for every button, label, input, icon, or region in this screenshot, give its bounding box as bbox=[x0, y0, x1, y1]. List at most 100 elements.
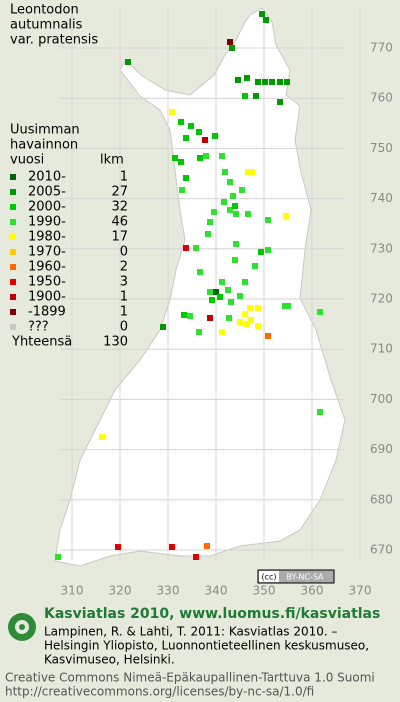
occurrence-square bbox=[242, 311, 248, 317]
occurrence-square bbox=[169, 544, 175, 550]
y-grid-label: 710 bbox=[370, 342, 393, 356]
x-grid-label: 310 bbox=[61, 584, 84, 598]
occurrence-square bbox=[226, 315, 232, 321]
occurrence-square bbox=[193, 245, 199, 251]
occurrence-square bbox=[219, 153, 225, 159]
occurrence-square bbox=[232, 203, 238, 209]
occurrence-square bbox=[253, 93, 259, 99]
occurrence-square bbox=[235, 77, 241, 83]
legend-year: 2010- bbox=[28, 170, 66, 185]
occurrence-square bbox=[244, 321, 250, 327]
occurrence-square bbox=[233, 241, 239, 247]
occurrence-square bbox=[183, 245, 189, 251]
occurrence-square bbox=[207, 289, 213, 295]
occurrence-square bbox=[233, 211, 239, 217]
citation-line: Helsingin Yliopisto, Luonnontieteellinen… bbox=[44, 639, 369, 653]
y-grid-label: 690 bbox=[370, 442, 393, 456]
occurrence-square bbox=[178, 159, 184, 165]
legend-count: 46 bbox=[111, 215, 128, 230]
legend-count: 32 bbox=[111, 200, 128, 215]
legend-year: 1990- bbox=[28, 215, 66, 230]
x-grid-label: 320 bbox=[109, 584, 132, 598]
legend-swatch bbox=[10, 309, 16, 315]
legend-swatch bbox=[10, 294, 16, 300]
x-grid-label: 360 bbox=[301, 584, 324, 598]
y-grid-label: 740 bbox=[370, 191, 393, 205]
occurrence-square bbox=[181, 312, 187, 318]
cc-badge: (cc) BY-NC-SA bbox=[257, 569, 335, 584]
legend: 2010- 1 2005- 27 2000- 32 1990- 46 1980- 17 1970- 0… bbox=[10, 170, 128, 335]
legend-heading: Uusimman bbox=[10, 123, 80, 138]
occurrence-square bbox=[160, 324, 166, 330]
occurrence-square bbox=[244, 75, 250, 81]
occurrence-square bbox=[178, 119, 184, 125]
occurrence-square bbox=[228, 299, 234, 305]
occurrence-square bbox=[213, 289, 219, 295]
x-grid-label: 370 bbox=[349, 584, 372, 598]
legend-swatch bbox=[10, 279, 16, 285]
occurrence-square bbox=[219, 279, 225, 285]
occurrence-square bbox=[193, 554, 199, 560]
occurrence-square bbox=[188, 123, 194, 129]
legend-year: 1970- bbox=[28, 245, 66, 260]
y-grid-label: 720 bbox=[370, 292, 393, 306]
occurrence-square bbox=[247, 305, 253, 311]
title-line: Leontodon bbox=[10, 3, 79, 18]
grid bbox=[60, 10, 361, 560]
occurrence-square bbox=[115, 544, 121, 550]
title-line: var. pratensis bbox=[10, 33, 98, 48]
occurrence-square bbox=[197, 155, 203, 161]
legend-year: 1950- bbox=[28, 275, 66, 290]
y-grid-label: 760 bbox=[370, 91, 393, 105]
legend-year: 2005- bbox=[28, 185, 66, 200]
occurrence-square bbox=[317, 309, 323, 315]
occurrence-square bbox=[237, 319, 243, 325]
legend-year: 2000- bbox=[28, 200, 66, 215]
occurrence-square bbox=[99, 434, 105, 440]
legend-year: -1899 bbox=[28, 305, 66, 320]
occurrence-square bbox=[197, 269, 203, 275]
occurrence-square bbox=[55, 554, 61, 560]
occurrence-square bbox=[205, 231, 211, 237]
occurrence-square bbox=[196, 129, 202, 135]
occurrence-square bbox=[269, 79, 275, 85]
finland-outline bbox=[54, 7, 346, 567]
occurrence-square bbox=[255, 323, 261, 329]
occurrence-square bbox=[232, 257, 238, 263]
legend-count: 1 bbox=[120, 290, 128, 305]
occurrence-square bbox=[285, 303, 291, 309]
legend-col-year: vuosi bbox=[10, 153, 44, 168]
legend-swatch bbox=[10, 324, 16, 330]
legend-swatch bbox=[10, 219, 16, 225]
occurrence-square bbox=[258, 249, 264, 255]
footer-headline: Kasviatlas 2010, www.luomus.fi/kasviatla… bbox=[44, 606, 380, 622]
legend-swatch bbox=[10, 204, 16, 210]
occurrence-square bbox=[255, 79, 261, 85]
x-grid-label: 340 bbox=[205, 584, 228, 598]
occurrence-square bbox=[227, 207, 233, 213]
legend-count: 2 bbox=[120, 260, 128, 275]
occurrence-square bbox=[284, 79, 290, 85]
occurrence-square bbox=[183, 175, 189, 181]
occurrence-square bbox=[179, 187, 185, 193]
legend-swatch bbox=[10, 249, 16, 255]
occurrence-square bbox=[277, 99, 283, 105]
occurrence-square bbox=[187, 313, 193, 319]
occurrence-square bbox=[172, 155, 178, 161]
occurrence-square bbox=[222, 169, 228, 175]
occurrence-square bbox=[207, 219, 213, 225]
license-line: http://creativecommons.org/licenses/by-n… bbox=[5, 685, 314, 699]
occurrence-square bbox=[202, 137, 208, 143]
legend-heading: havainnon bbox=[10, 138, 78, 153]
occurrence-square bbox=[169, 109, 175, 115]
total-label: Yhteensä bbox=[11, 335, 72, 350]
occurrence-square bbox=[317, 409, 323, 415]
title-line: autumnalis bbox=[10, 18, 83, 33]
occurrence-square bbox=[237, 293, 243, 299]
occurrence-square bbox=[207, 315, 213, 321]
total-count: 130 bbox=[103, 335, 128, 350]
occurrence-square bbox=[209, 297, 215, 303]
occurrence-square bbox=[125, 59, 131, 65]
occurrence-squares bbox=[55, 11, 323, 560]
